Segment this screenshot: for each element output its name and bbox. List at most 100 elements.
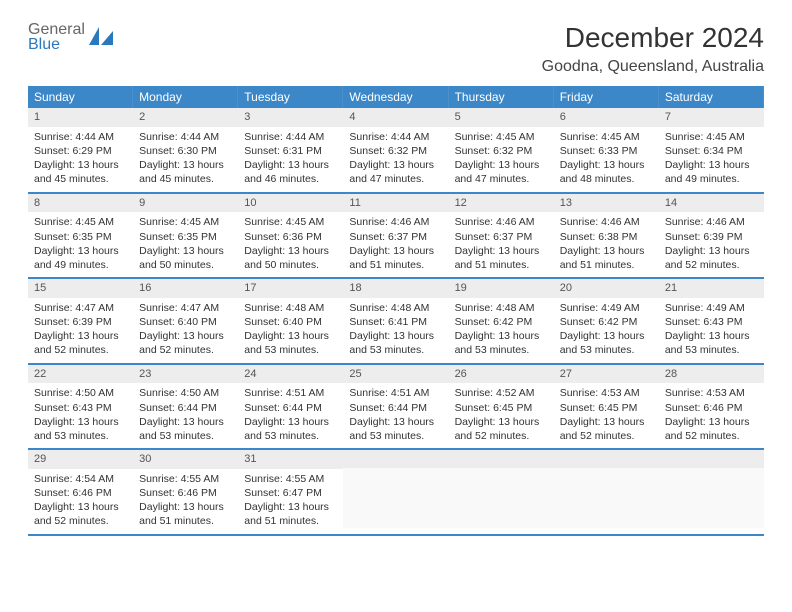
daylight-text: Daylight: 13 hours and 51 minutes. bbox=[139, 500, 232, 528]
calendar-cell: 26Sunrise: 4:52 AMSunset: 6:45 PMDayligh… bbox=[449, 365, 554, 449]
sunrise-text: Sunrise: 4:44 AM bbox=[139, 130, 232, 144]
weekday-thursday: Thursday bbox=[449, 86, 554, 108]
sunrise-text: Sunrise: 4:45 AM bbox=[560, 130, 653, 144]
sunrise-text: Sunrise: 4:45 AM bbox=[244, 215, 337, 229]
day-number: 16 bbox=[133, 279, 238, 298]
logo: General Blue bbox=[28, 22, 115, 52]
calendar-cell: 18Sunrise: 4:48 AMSunset: 6:41 PMDayligh… bbox=[343, 279, 448, 363]
sunset-text: Sunset: 6:46 PM bbox=[139, 486, 232, 500]
day-number: 30 bbox=[133, 450, 238, 469]
weekday-friday: Friday bbox=[554, 86, 659, 108]
sunrise-text: Sunrise: 4:44 AM bbox=[244, 130, 337, 144]
sunset-text: Sunset: 6:40 PM bbox=[244, 315, 337, 329]
sunrise-text: Sunrise: 4:52 AM bbox=[455, 386, 548, 400]
sunrise-text: Sunrise: 4:45 AM bbox=[139, 215, 232, 229]
sunrise-text: Sunrise: 4:46 AM bbox=[560, 215, 653, 229]
day-number: 14 bbox=[659, 194, 764, 213]
day-number: 2 bbox=[133, 108, 238, 127]
sunset-text: Sunset: 6:34 PM bbox=[665, 144, 758, 158]
day-details: Sunrise: 4:48 AMSunset: 6:42 PMDaylight:… bbox=[449, 298, 554, 363]
calendar-cell: 8Sunrise: 4:45 AMSunset: 6:35 PMDaylight… bbox=[28, 194, 133, 278]
day-number: 21 bbox=[659, 279, 764, 298]
daylight-text: Daylight: 13 hours and 51 minutes. bbox=[455, 244, 548, 272]
day-details: Sunrise: 4:52 AMSunset: 6:45 PMDaylight:… bbox=[449, 383, 554, 448]
day-number: 18 bbox=[343, 279, 448, 298]
sunset-text: Sunset: 6:35 PM bbox=[34, 230, 127, 244]
sunrise-text: Sunrise: 4:55 AM bbox=[139, 472, 232, 486]
sunset-text: Sunset: 6:45 PM bbox=[455, 401, 548, 415]
sunset-text: Sunset: 6:39 PM bbox=[34, 315, 127, 329]
calendar-cell: 14Sunrise: 4:46 AMSunset: 6:39 PMDayligh… bbox=[659, 194, 764, 278]
day-details bbox=[554, 468, 659, 528]
sunrise-text: Sunrise: 4:45 AM bbox=[455, 130, 548, 144]
day-details: Sunrise: 4:46 AMSunset: 6:37 PMDaylight:… bbox=[449, 212, 554, 277]
day-number: 11 bbox=[343, 194, 448, 213]
sunrise-text: Sunrise: 4:48 AM bbox=[244, 301, 337, 315]
day-number bbox=[659, 450, 764, 468]
day-details: Sunrise: 4:47 AMSunset: 6:39 PMDaylight:… bbox=[28, 298, 133, 363]
sunset-text: Sunset: 6:31 PM bbox=[244, 144, 337, 158]
daylight-text: Daylight: 13 hours and 52 minutes. bbox=[665, 415, 758, 443]
sunset-text: Sunset: 6:45 PM bbox=[560, 401, 653, 415]
sunset-text: Sunset: 6:43 PM bbox=[34, 401, 127, 415]
day-number: 29 bbox=[28, 450, 133, 469]
calendar-cell: 1Sunrise: 4:44 AMSunset: 6:29 PMDaylight… bbox=[28, 108, 133, 192]
day-number: 4 bbox=[343, 108, 448, 127]
day-details: Sunrise: 4:50 AMSunset: 6:43 PMDaylight:… bbox=[28, 383, 133, 448]
sunrise-text: Sunrise: 4:48 AM bbox=[455, 301, 548, 315]
day-number: 24 bbox=[238, 365, 343, 384]
daylight-text: Daylight: 13 hours and 52 minutes. bbox=[560, 415, 653, 443]
sunset-text: Sunset: 6:46 PM bbox=[665, 401, 758, 415]
day-number: 19 bbox=[449, 279, 554, 298]
day-details: Sunrise: 4:50 AMSunset: 6:44 PMDaylight:… bbox=[133, 383, 238, 448]
weekday-saturday: Saturday bbox=[659, 86, 764, 108]
day-details: Sunrise: 4:53 AMSunset: 6:45 PMDaylight:… bbox=[554, 383, 659, 448]
header: General Blue December 2024 Goodna, Queen… bbox=[28, 22, 764, 76]
sunset-text: Sunset: 6:42 PM bbox=[560, 315, 653, 329]
calendar-week: 22Sunrise: 4:50 AMSunset: 6:43 PMDayligh… bbox=[28, 365, 764, 451]
calendar-cell: 13Sunrise: 4:46 AMSunset: 6:38 PMDayligh… bbox=[554, 194, 659, 278]
day-details: Sunrise: 4:45 AMSunset: 6:34 PMDaylight:… bbox=[659, 127, 764, 192]
calendar-week: 29Sunrise: 4:54 AMSunset: 6:46 PMDayligh… bbox=[28, 450, 764, 536]
daylight-text: Daylight: 13 hours and 47 minutes. bbox=[455, 158, 548, 186]
sunset-text: Sunset: 6:44 PM bbox=[139, 401, 232, 415]
daylight-text: Daylight: 13 hours and 50 minutes. bbox=[244, 244, 337, 272]
logo-text: General Blue bbox=[28, 22, 85, 52]
day-details: Sunrise: 4:44 AMSunset: 6:32 PMDaylight:… bbox=[343, 127, 448, 192]
day-number: 15 bbox=[28, 279, 133, 298]
day-details: Sunrise: 4:45 AMSunset: 6:33 PMDaylight:… bbox=[554, 127, 659, 192]
day-number: 7 bbox=[659, 108, 764, 127]
day-details bbox=[449, 468, 554, 528]
day-details: Sunrise: 4:54 AMSunset: 6:46 PMDaylight:… bbox=[28, 469, 133, 534]
calendar-cell: 16Sunrise: 4:47 AMSunset: 6:40 PMDayligh… bbox=[133, 279, 238, 363]
sunset-text: Sunset: 6:44 PM bbox=[349, 401, 442, 415]
calendar-cell: 25Sunrise: 4:51 AMSunset: 6:44 PMDayligh… bbox=[343, 365, 448, 449]
calendar-cell: 5Sunrise: 4:45 AMSunset: 6:32 PMDaylight… bbox=[449, 108, 554, 192]
weekday-wednesday: Wednesday bbox=[343, 86, 448, 108]
daylight-text: Daylight: 13 hours and 46 minutes. bbox=[244, 158, 337, 186]
weekday-sunday: Sunday bbox=[28, 86, 133, 108]
day-details: Sunrise: 4:45 AMSunset: 6:32 PMDaylight:… bbox=[449, 127, 554, 192]
sunrise-text: Sunrise: 4:46 AM bbox=[349, 215, 442, 229]
sunrise-text: Sunrise: 4:50 AM bbox=[34, 386, 127, 400]
calendar-cell: 11Sunrise: 4:46 AMSunset: 6:37 PMDayligh… bbox=[343, 194, 448, 278]
daylight-text: Daylight: 13 hours and 52 minutes. bbox=[455, 415, 548, 443]
day-details: Sunrise: 4:44 AMSunset: 6:30 PMDaylight:… bbox=[133, 127, 238, 192]
day-details: Sunrise: 4:49 AMSunset: 6:42 PMDaylight:… bbox=[554, 298, 659, 363]
daylight-text: Daylight: 13 hours and 53 minutes. bbox=[244, 329, 337, 357]
sunrise-text: Sunrise: 4:45 AM bbox=[665, 130, 758, 144]
daylight-text: Daylight: 13 hours and 53 minutes. bbox=[34, 415, 127, 443]
daylight-text: Daylight: 13 hours and 51 minutes. bbox=[244, 500, 337, 528]
day-details: Sunrise: 4:49 AMSunset: 6:43 PMDaylight:… bbox=[659, 298, 764, 363]
day-number: 23 bbox=[133, 365, 238, 384]
daylight-text: Daylight: 13 hours and 53 minutes. bbox=[665, 329, 758, 357]
sunrise-text: Sunrise: 4:46 AM bbox=[665, 215, 758, 229]
calendar-cell bbox=[449, 450, 554, 534]
day-details bbox=[659, 468, 764, 528]
sunset-text: Sunset: 6:35 PM bbox=[139, 230, 232, 244]
calendar-cell: 6Sunrise: 4:45 AMSunset: 6:33 PMDaylight… bbox=[554, 108, 659, 192]
sunrise-text: Sunrise: 4:54 AM bbox=[34, 472, 127, 486]
sunset-text: Sunset: 6:42 PM bbox=[455, 315, 548, 329]
daylight-text: Daylight: 13 hours and 53 minutes. bbox=[349, 415, 442, 443]
sunrise-text: Sunrise: 4:44 AM bbox=[349, 130, 442, 144]
